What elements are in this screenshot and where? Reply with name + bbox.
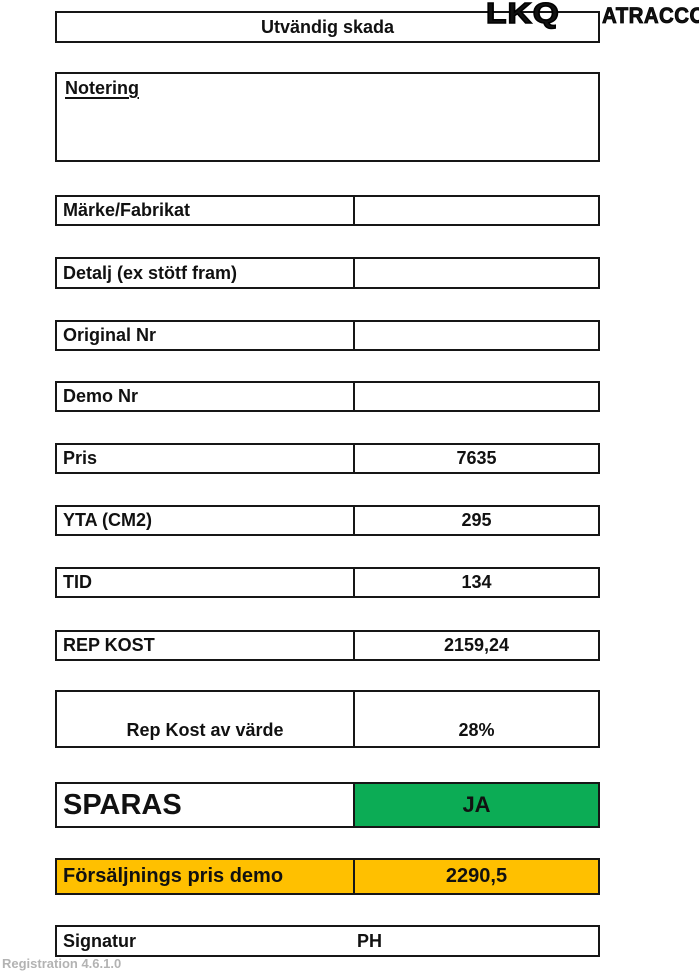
forsaljnings-pris-demo-label: Försäljnings pris demo — [63, 865, 284, 887]
sparas-label: SPARAS — [63, 788, 182, 821]
field-row-yta: YTA (CM2) 295 — [55, 505, 600, 536]
title-box: Utvändig skada — [55, 11, 600, 43]
rep-kost-av-varde-value: 28% — [353, 692, 598, 746]
original-nr-label: Original Nr — [63, 325, 157, 345]
detalj-label: Detalj (ex stötf fram) — [63, 262, 238, 283]
marke-value-input[interactable] — [353, 197, 598, 224]
field-row-demo-nr: Demo Nr — [55, 381, 600, 412]
pris-label: Pris — [63, 448, 98, 468]
signatur-label: Signatur — [63, 930, 137, 951]
original-nr-value-input[interactable] — [353, 322, 598, 349]
rep-kost-value-input[interactable]: 2159,24 — [353, 632, 598, 659]
yta-value-input[interactable]: 295 — [353, 507, 598, 534]
lkq-logo: LKQ — [485, 0, 560, 30]
demo-nr-label: Demo Nr — [63, 386, 139, 406]
rep-kost-label: REP KOST — [63, 635, 155, 655]
rep-kost-av-varde-label: Rep Kost av värde — [126, 720, 284, 740]
app-version-status-text: Registration 4.6.1.0 — [2, 956, 122, 971]
field-row-detalj: Detalj (ex stötf fram) — [55, 257, 600, 289]
field-row-tid: TID 134 — [55, 567, 600, 598]
field-row-marke: Märke/Fabrikat — [55, 195, 600, 226]
detalj-value-input[interactable] — [353, 259, 598, 287]
field-row-signatur: Signatur PH — [55, 925, 600, 957]
notering-box: Notering — [55, 72, 600, 162]
pris-value-input[interactable]: 7635 — [353, 445, 598, 472]
field-row-rep-kost: REP KOST 2159,24 — [55, 630, 600, 661]
field-row-original-nr: Original Nr — [55, 320, 600, 351]
yta-label: YTA (CM2) — [63, 510, 152, 530]
atracco-logo: ATRACCO — [602, 3, 699, 29]
forsaljnings-pris-demo-value: 2290,5 — [353, 860, 598, 893]
notering-label: Notering — [65, 78, 139, 98]
signatur-value-input[interactable]: PH — [357, 930, 383, 951]
notering-input-area[interactable] — [59, 104, 596, 158]
field-row-forsaljnings-pris-demo: Försäljnings pris demo 2290,5 — [55, 858, 600, 895]
field-row-pris: Pris 7635 — [55, 443, 600, 474]
sparas-value-toggle[interactable]: JA — [353, 784, 598, 826]
tid-label: TID — [63, 572, 92, 592]
page-title: Utvändig skada — [260, 16, 395, 37]
field-row-sparas: SPARAS JA — [55, 782, 600, 828]
demo-nr-value-input[interactable] — [353, 383, 598, 410]
field-row-rep-kost-av-varde: Rep Kost av värde 28% — [55, 690, 600, 748]
tid-value-input[interactable]: 134 — [353, 569, 598, 596]
marke-label: Märke/Fabrikat — [63, 200, 191, 220]
